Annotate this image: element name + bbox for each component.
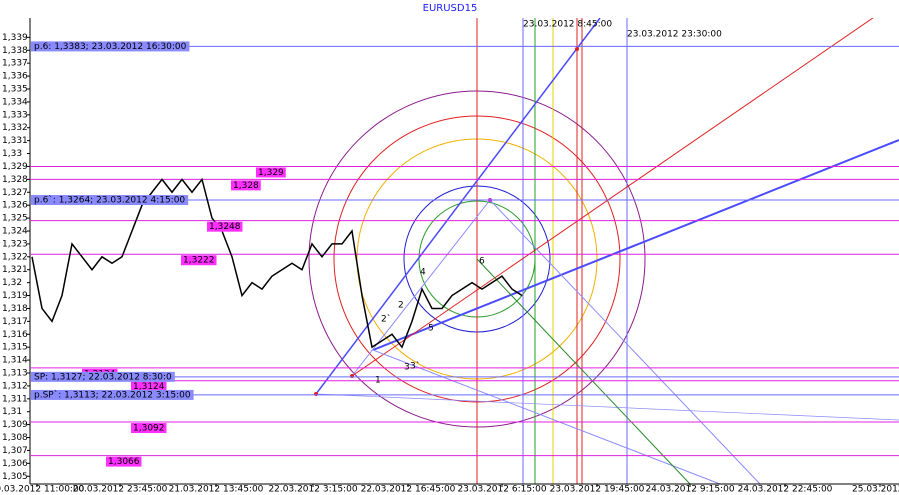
ray: [372, 139, 899, 351]
level-box: [131, 423, 167, 434]
level-box: [207, 221, 243, 232]
ray: [372, 349, 721, 484]
marker-label: SP: 1,3127; 22.03.2012 8:30:0: [34, 372, 172, 382]
time-line-label: 23.03.2012 23:30:00: [627, 30, 722, 40]
ray: [351, 199, 491, 377]
level-label: 1,3066: [108, 457, 140, 467]
x-tick-label: 20.03.2012 11:00:00: [0, 485, 85, 495]
marker-box: [31, 389, 194, 400]
y-tick-label: 1,332: [2, 123, 28, 133]
y-tick-label: 1,33: [2, 149, 22, 159]
construction: [308, 18, 899, 484]
price-line: [31, 177, 523, 349]
y-tick-label: 1,311: [2, 394, 28, 404]
level-label: 1,3124: [133, 382, 165, 392]
level-label: 1,328: [233, 181, 259, 191]
point-label: 2`: [381, 314, 391, 325]
y-tick-label: 1,333: [2, 110, 28, 120]
level-box: [106, 456, 142, 467]
y-tick-label: 1,315: [2, 343, 28, 353]
level-label: 1,3222: [183, 256, 215, 266]
y-tick-label: 1,338: [2, 46, 28, 56]
point-label: 4: [420, 268, 426, 278]
level-label: 1,3092: [133, 424, 165, 434]
y-tick-label: 1,326: [2, 201, 28, 211]
point-label: 3: [404, 363, 410, 373]
point-label: 5: [428, 324, 434, 334]
y-tick-label: 1,305: [2, 472, 28, 482]
y-tick-label: 1,328: [2, 175, 28, 185]
y-tick-label: 1,331: [2, 136, 28, 146]
y-tick-label: 1,324: [2, 226, 28, 236]
pivot: [350, 374, 354, 378]
y-tick-label: 1,321: [2, 265, 28, 275]
x-tick-label: 23.03.2012 19:45:00: [550, 485, 645, 495]
x-tick-label: 25.03.2012 1: [852, 485, 899, 495]
plot-area: [30, 45, 899, 457]
y-tick-label: 1,308: [2, 433, 28, 443]
marker-box: [31, 41, 190, 52]
time-line-label: 23.03.2012 8:45:00: [523, 20, 612, 30]
marker-box: [31, 371, 175, 382]
marker-box: [31, 195, 189, 206]
y-tick-label: 1,339: [2, 33, 28, 43]
marker-label: p.6: 1,3383; 23.03.2012 16:30:00: [34, 42, 187, 52]
ray: [315, 393, 899, 421]
y-tick-label: 1,329: [2, 162, 28, 172]
y-tick-label: 1,336: [2, 72, 28, 82]
x-tick-label: 24.03.2012 22:45:00: [738, 485, 833, 495]
ray: [315, 18, 601, 395]
pivot: [575, 47, 579, 51]
point-label: 3`: [410, 361, 420, 372]
y-tick-label: 1,327: [2, 188, 28, 198]
y-tick-label: 1,319: [2, 291, 28, 301]
level-box: [256, 167, 286, 178]
y-tick-label: 1,322: [2, 252, 28, 262]
point-label: 2: [398, 301, 404, 311]
x-tick-label: 23.03.2012 6:15:00: [457, 485, 546, 495]
y-tick-label: 1,31: [2, 407, 22, 417]
x-tick-label: 21.03.2012 13:45:00: [169, 485, 264, 495]
y-tick-label: 1,306: [2, 459, 28, 469]
y-tick-label: 1,335: [2, 84, 28, 94]
y-tick-label: 1,316: [2, 330, 28, 340]
ray: [489, 199, 761, 484]
x-tick-label: 24.03.2012 9:15:00: [645, 485, 734, 495]
y-tick-label: 1,314: [2, 356, 28, 366]
y-tick-label: 1,318: [2, 304, 28, 314]
y-tick-label: 1,32: [2, 278, 22, 288]
level-box: [131, 381, 167, 392]
y-tick-label: 1,307: [2, 446, 28, 456]
level-label: 1,3248: [209, 222, 241, 232]
y-tick-label: 1,312: [2, 381, 28, 391]
y-tick-label: 1,313: [2, 368, 28, 378]
point-label: 6: [479, 257, 485, 267]
x-tick-label: 22.03.2012 3:15:00: [268, 485, 357, 495]
ray: [476, 258, 691, 484]
point-label: 1: [375, 376, 381, 386]
y-tick-label: 1,317: [2, 317, 28, 327]
x-tick-label: 22.03.2012 16:45:00: [361, 485, 456, 495]
marker-label: p.6`: 1,3264; 23.03.2012 4:15:00: [34, 195, 185, 206]
y-tick-label: 1,337: [2, 59, 28, 69]
y-tick-label: 1,334: [2, 97, 28, 107]
chart-title: EURUSD15: [423, 3, 478, 14]
x-tick-label: 20.03.2012 23:45:00: [73, 485, 168, 495]
y-tick-label: 1,309: [2, 420, 28, 430]
level-label: 1,329: [258, 168, 284, 178]
level-box: [231, 180, 261, 191]
marker-label: p.SP`: 1,3113; 22.03.2012 3:15:00: [34, 389, 191, 400]
y-tick-label: 1,323: [2, 239, 28, 249]
level-box: [181, 255, 217, 266]
ray: [351, 18, 874, 377]
y-tick-label: 1,325: [2, 214, 28, 224]
